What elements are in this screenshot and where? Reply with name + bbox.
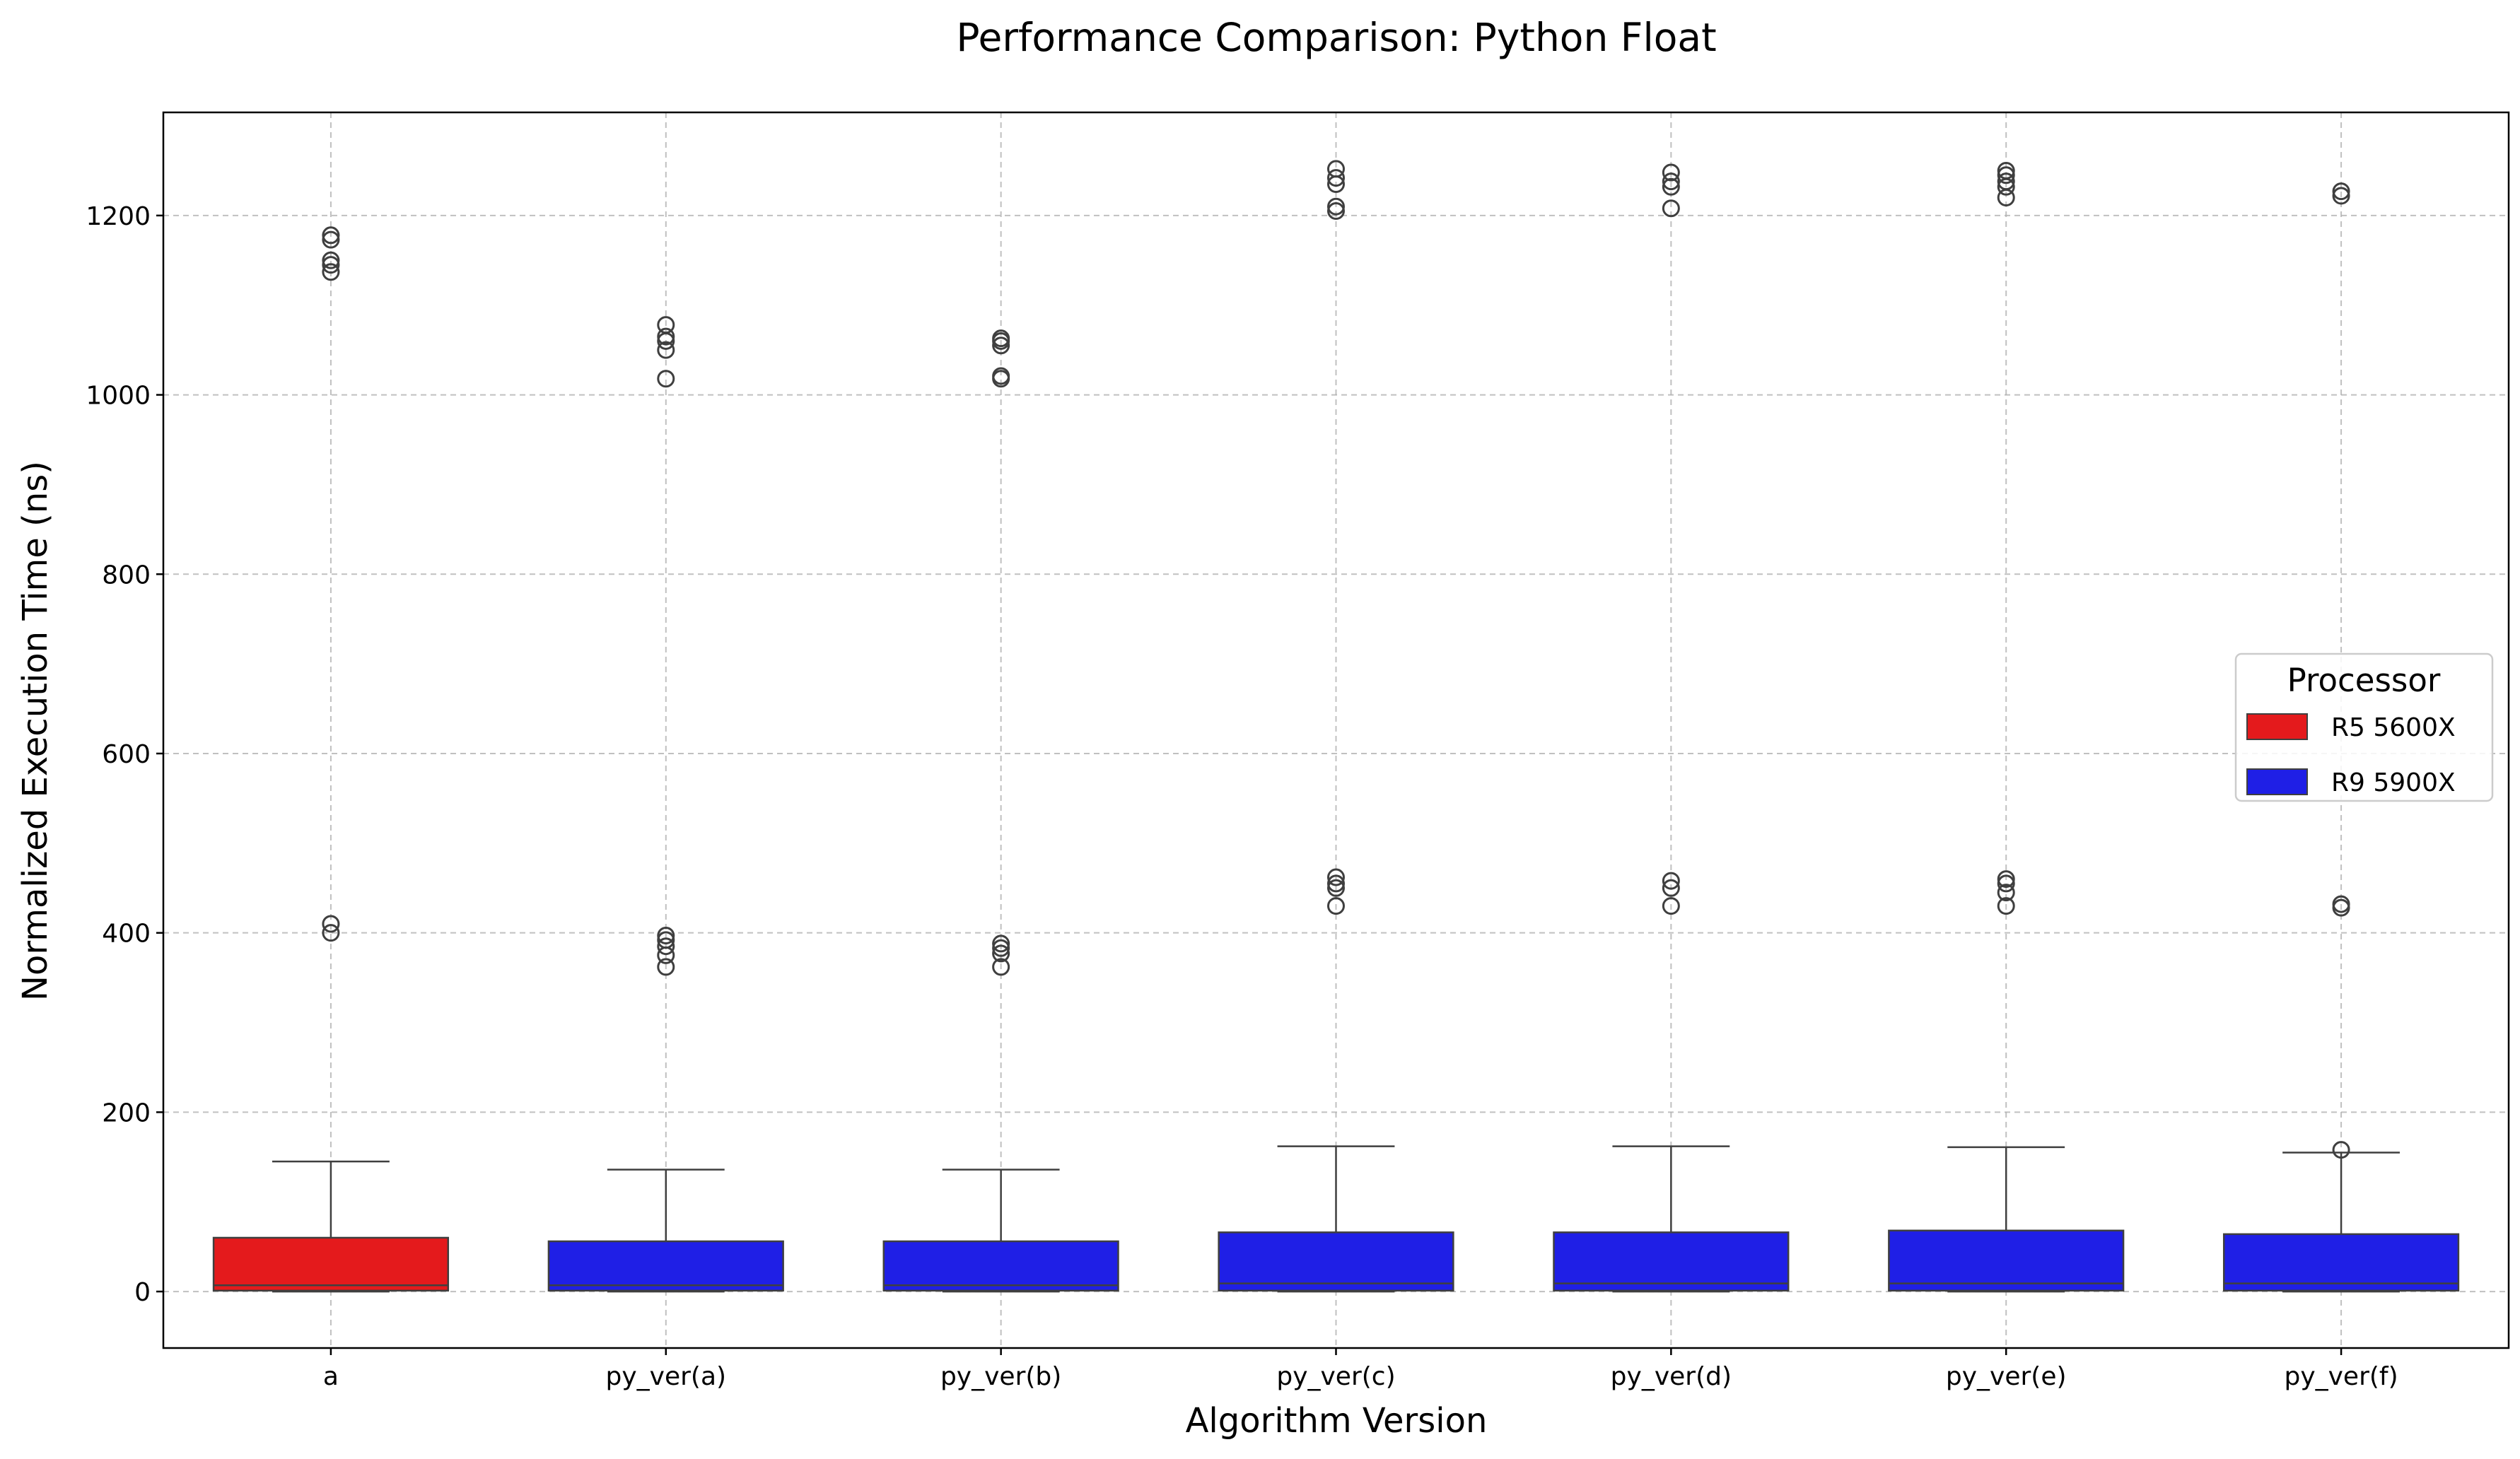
y-tick-label: 600 (102, 740, 151, 769)
outlier-point (1997, 884, 2015, 902)
outlier-point (1997, 161, 2015, 180)
box-body (2222, 1233, 2460, 1292)
outlier-point (2332, 182, 2350, 201)
outlier-point (657, 937, 675, 956)
box-a (212, 1160, 450, 1293)
outlier-point (322, 230, 340, 249)
legend-swatch (2246, 713, 2308, 740)
x-tick-label: a (323, 1362, 339, 1391)
box-body (1553, 1231, 1790, 1292)
box-body (882, 1240, 1119, 1292)
outlier-point (1327, 874, 1345, 893)
outlier-point (1662, 177, 1680, 196)
legend-entries: R5 5600X R9 5900X (2246, 713, 2456, 797)
x-tick-label: py_ver(d) (1611, 1362, 1732, 1391)
y-tick-label: 800 (102, 561, 151, 590)
outlier-point (322, 915, 340, 933)
outlier-point (1997, 874, 2015, 893)
outlier-point (322, 226, 340, 245)
outlier-point (1662, 163, 1680, 182)
box-py_ver(b) (882, 1168, 1119, 1293)
outlier-point (2332, 1141, 2350, 1159)
chart-title: Performance Comparison: Python Float (956, 15, 1716, 60)
x-tick-label: py_ver(e) (1946, 1362, 2067, 1391)
outlier-point (657, 327, 675, 346)
y-tick-label: 1000 (86, 382, 151, 411)
outlier-point (1997, 897, 2015, 915)
outlier-point (1997, 172, 2015, 191)
outlier-point (1997, 870, 2015, 889)
outlier-point (322, 251, 340, 269)
box-body (547, 1240, 784, 1292)
outlier-point (657, 341, 675, 359)
x-tick-label: py_ver(c) (1276, 1362, 1395, 1391)
box-body (212, 1236, 450, 1292)
box-py_ver(d) (1553, 1145, 1790, 1293)
outliers (322, 160, 2350, 1159)
outlier-point (322, 924, 340, 942)
outlier-point (322, 263, 340, 281)
box-py_ver(c) (1218, 1145, 1454, 1293)
outlier-point (322, 256, 340, 274)
box-body (1218, 1231, 1454, 1292)
outlier-point (1662, 897, 1680, 915)
outlier-point (1662, 172, 1680, 191)
outlier-point (992, 944, 1010, 963)
outlier-point (992, 934, 1010, 953)
x-tick-label: py_ver(b) (940, 1362, 1061, 1391)
outlier-point (657, 370, 675, 388)
outlier-point (2332, 187, 2350, 205)
outlier-point (992, 336, 1010, 355)
outlier-point (657, 926, 675, 944)
legend-frame (2234, 652, 2494, 802)
outlier-point (992, 367, 1010, 385)
legend-swatch (2246, 768, 2308, 795)
x-axis-label: Algorithm Version (1186, 1401, 1488, 1441)
outlier-point (1327, 868, 1345, 886)
outlier-point (1997, 166, 2015, 184)
x-axis-ticks: a py_ver(a) py_ver(b) py_ver(c) py_ver(d) py_… (323, 1348, 2398, 1391)
box-body (1888, 1229, 2125, 1292)
outlier-point (1662, 879, 1680, 897)
box-py_ver(a) (547, 1168, 784, 1293)
outlier-point (1327, 897, 1345, 915)
outlier-point (992, 329, 1010, 348)
outlier-point (1662, 872, 1680, 890)
outlier-point (992, 939, 1010, 957)
x-tick-label: py_ver(a) (606, 1362, 727, 1391)
y-axis-label: Normalized Execution Time (ns) (16, 461, 55, 1001)
outlier-point (657, 316, 675, 334)
y-tick-label: 1200 (86, 202, 151, 231)
y-tick-label: 400 (102, 920, 151, 949)
box-py_ver(e) (1888, 1146, 2125, 1293)
legend-title: Processor (2287, 662, 2441, 699)
outlier-point (1662, 199, 1680, 218)
boxes (212, 1145, 2460, 1293)
y-axis-ticks: 0 200 400 600 800 1000 1200 (86, 202, 163, 1307)
outlier-point (1327, 160, 1345, 178)
outlier-point (657, 931, 675, 949)
outlier-point (1327, 197, 1345, 216)
outlier-point (657, 958, 675, 976)
box-py_ver(f) (2222, 1152, 2460, 1293)
x-tick-label: py_ver(f) (2284, 1362, 2398, 1391)
legend-label: R9 5900X (2331, 768, 2456, 797)
y-tick-label: 200 (102, 1098, 151, 1127)
legend-label: R5 5600X (2331, 713, 2456, 742)
y-tick-label: 0 (134, 1278, 151, 1307)
outlier-point (1327, 202, 1345, 221)
outlier-point (1327, 169, 1345, 187)
outlier-point (1327, 879, 1345, 897)
outlier-point (2332, 895, 2350, 913)
outlier-point (992, 958, 1010, 976)
legend: Processor R5 5600X R9 5900X (2234, 652, 2494, 802)
